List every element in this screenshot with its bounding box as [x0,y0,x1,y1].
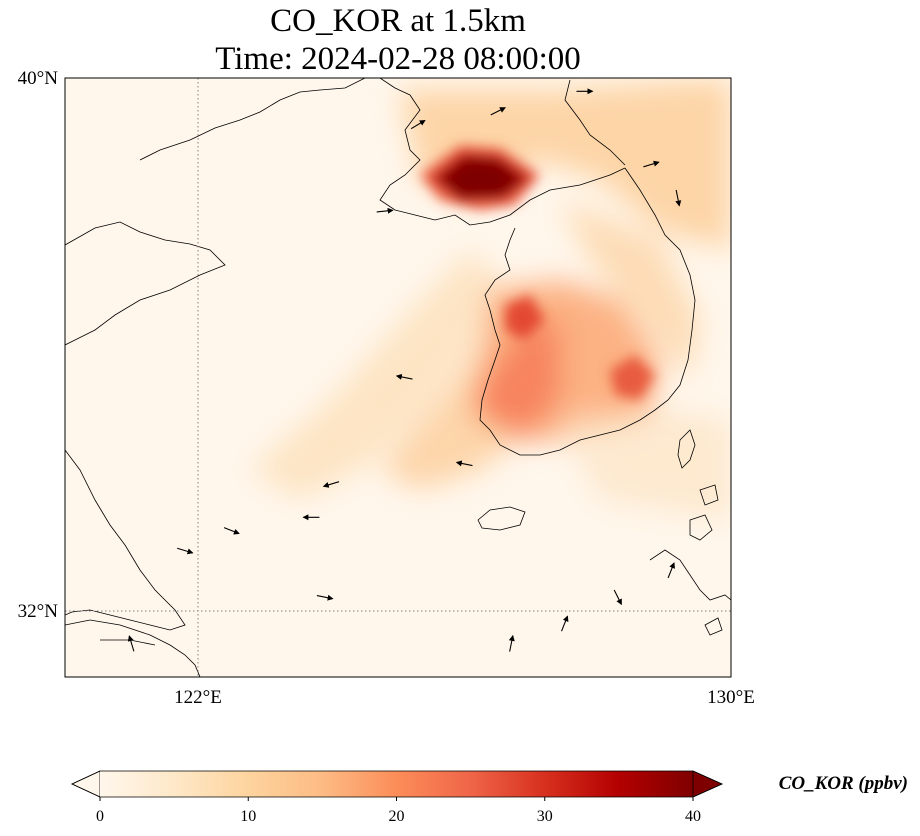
map-title: CO_KOR at 1.5km [270,3,526,39]
co-concentration-field [65,78,731,677]
coastlines [65,78,731,677]
lon-tick-130: 130°E [707,687,755,708]
colorbar-tick-label: 20 [389,808,405,825]
colorbar-tick-label: 10 [240,808,256,825]
wind-arrow [177,547,194,555]
wind-arrow [508,634,515,652]
colorbar: 0 10 20 30 40 CO_KOR (ppbv) [71,770,908,825]
wind-arrow [643,160,660,168]
gridlines [65,78,731,677]
wind-arrow [667,562,675,579]
wind-arrow [410,119,426,130]
wind-arrow [613,589,622,606]
colorbar-tick-label: 0 [96,808,104,825]
lat-tick-32: 32°N [18,601,59,622]
wind-arrow [490,107,506,116]
wind-arrow [675,189,682,207]
wind-arrow [316,594,334,601]
wind-arrow [223,527,240,535]
colorbar-extend-max [692,770,723,798]
wind-arrow [376,207,394,214]
wind-arrow [322,481,340,488]
wind-arrow [561,615,569,632]
colorbar-gradient [100,771,693,797]
wind-vectors [127,88,682,652]
wind-arrow [127,635,135,652]
colorbar-label: CO_KOR (ppbv) [779,773,908,794]
map-subtitle-time: Time: 2024-02-28 08:00:00 [215,41,581,77]
lat-tick-40: 40°N [18,68,59,89]
map-frame [64,77,732,678]
colorbar-tick-label: 30 [537,808,553,825]
wind-arrow [395,373,413,380]
lon-tick-122: 122°E [174,687,222,708]
colorbar-tick-label: 40 [685,808,701,825]
colorbar-extend-min [71,770,101,798]
wind-arrow [455,460,473,467]
